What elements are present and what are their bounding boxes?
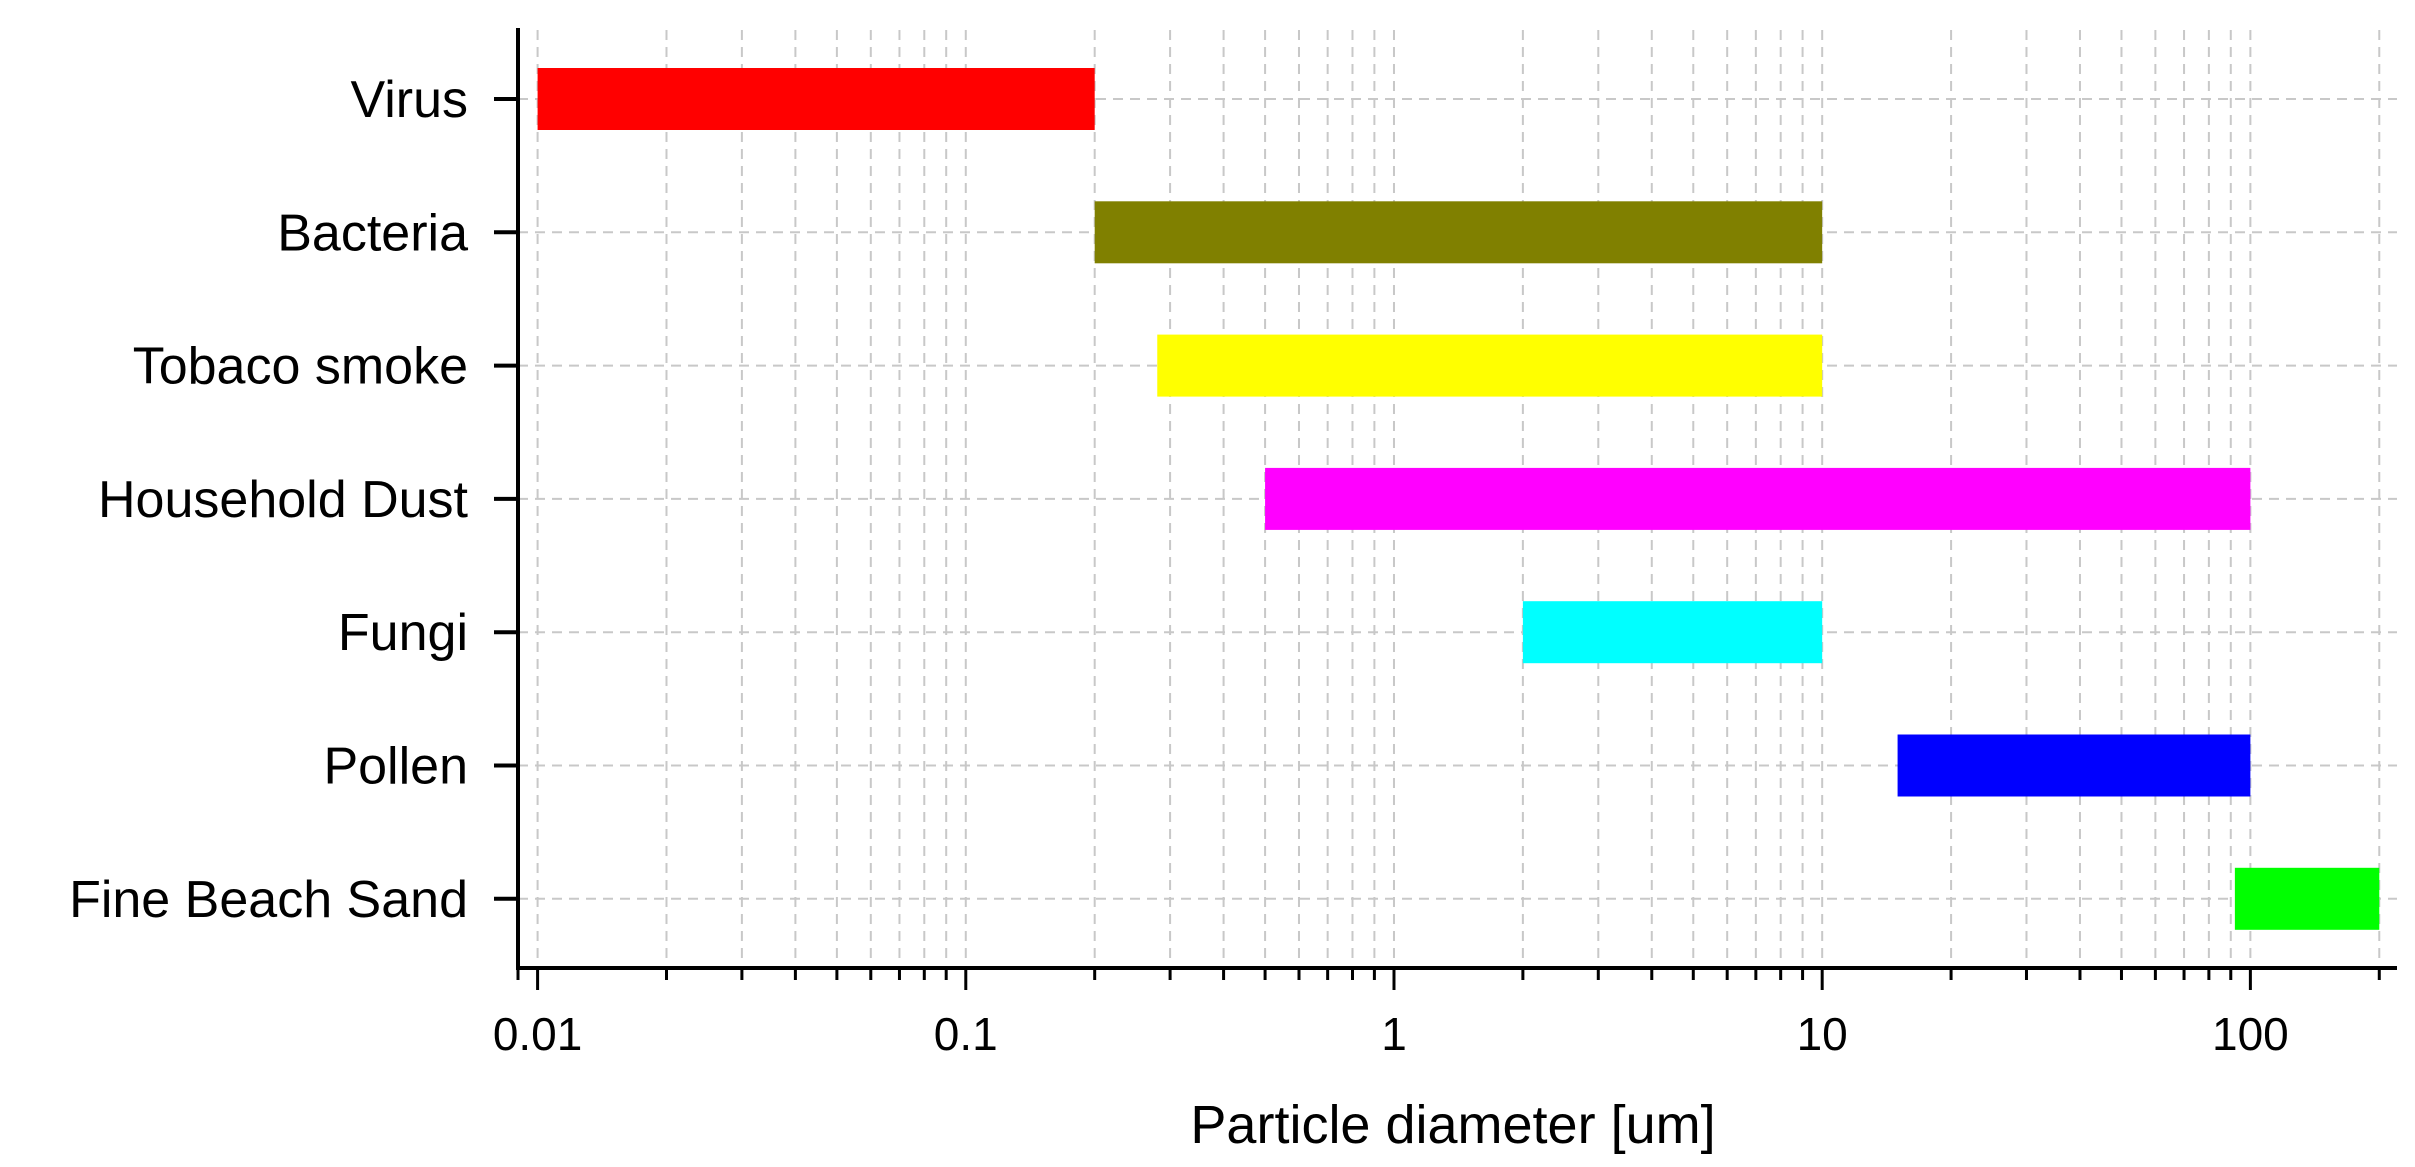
range-bar-fine-beach-sand bbox=[2234, 867, 2380, 930]
x-tick-label: 0.1 bbox=[934, 1008, 998, 1060]
range-bar-fungi bbox=[1522, 601, 1823, 664]
range-bar-virus bbox=[537, 68, 1095, 130]
range-bar-household-dust bbox=[1265, 467, 2251, 530]
category-label: Virus bbox=[350, 71, 468, 129]
x-tick-labels: 0.01 0.1 1 10 100 bbox=[493, 1008, 2289, 1060]
x-tick-label: 0.01 bbox=[493, 1008, 583, 1060]
x-tick-label: 100 bbox=[2212, 1008, 2289, 1060]
range-bars bbox=[537, 68, 2380, 930]
category-label: Fungi bbox=[338, 604, 468, 662]
x-tick-label: 10 bbox=[1797, 1008, 1848, 1060]
x-tick-label: 1 bbox=[1381, 1008, 1407, 1060]
axes bbox=[494, 28, 2397, 990]
category-label: Tobaco smoke bbox=[133, 338, 468, 396]
range-bar-tobaco-smoke bbox=[1157, 334, 1823, 397]
x-axis-title: Particle diameter [um] bbox=[1190, 1095, 1715, 1155]
category-label: Household Dust bbox=[98, 471, 469, 529]
category-label: Fine Beach Sand bbox=[69, 871, 468, 929]
range-bar-bacteria bbox=[1094, 201, 1823, 264]
category-label: Bacteria bbox=[277, 204, 468, 262]
category-labels: Virus Bacteria Tobaco smoke Household Dust F… bbox=[69, 71, 468, 929]
range-bar-pollen bbox=[1897, 734, 2251, 797]
category-label: Pollen bbox=[323, 738, 468, 796]
